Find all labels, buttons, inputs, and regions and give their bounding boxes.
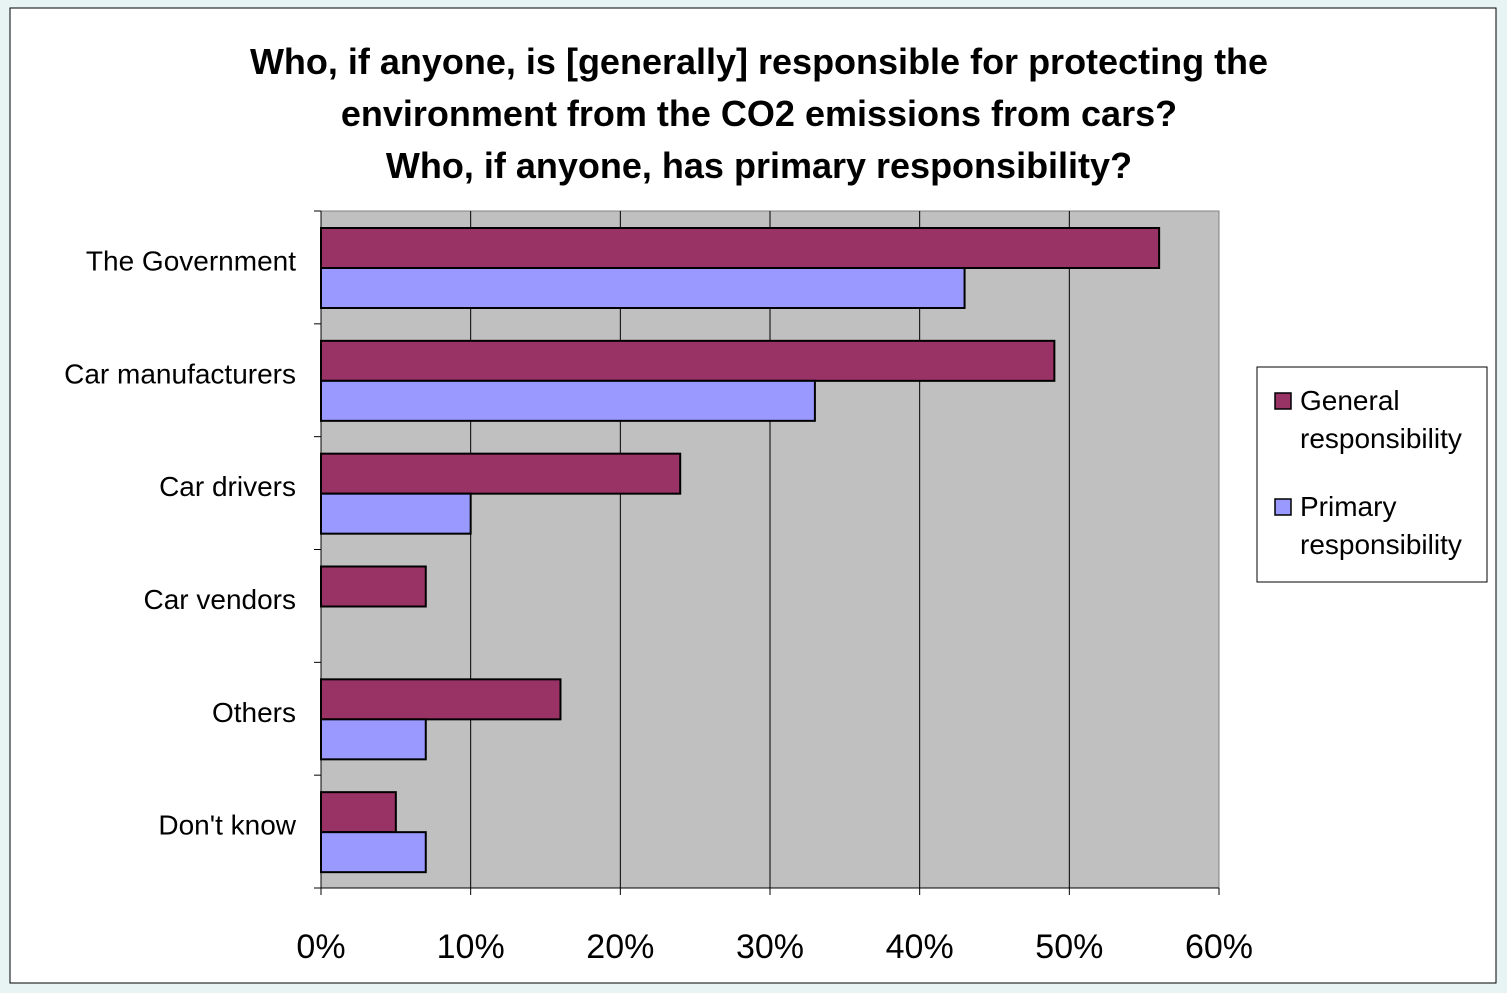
bar-general-responsibility (320, 565, 427, 608)
bar-primary-responsibility (320, 379, 816, 422)
gridlines (470, 211, 1070, 888)
bar-primary-responsibility (320, 831, 427, 874)
bar-general-responsibility (320, 452, 682, 495)
legend-label: General (1300, 385, 1400, 416)
legend-box (1256, 366, 1488, 583)
legend-label: Primary (1300, 491, 1396, 522)
category-label: Car vendors (143, 584, 296, 615)
x-tick-label: 0% (296, 928, 345, 966)
chart-title-line: Who, if anyone, is [generally] responsib… (250, 41, 1268, 82)
legend-label: responsibility (1300, 529, 1462, 560)
legend-swatch (1274, 392, 1292, 410)
axes (314, 210, 1220, 895)
category-labels: The Government Car manufacturers Car drive… (64, 245, 297, 840)
chart-title-line: environment from the CO2 emissions from … (341, 93, 1177, 134)
x-tick-labels: 0% 10% 20% 30% 40% 50% 60% (296, 928, 1253, 966)
bars (320, 227, 1161, 874)
bar-general-responsibility (320, 678, 562, 721)
legend: General responsibility Primary responsibili… (1256, 366, 1488, 583)
category-label: Car manufacturers (64, 358, 296, 389)
bar-primary-responsibility (320, 267, 966, 309)
category-label: Others (212, 697, 296, 728)
chart-title-line: Who, if anyone, has primary responsibili… (386, 145, 1132, 186)
category-label: Don't know (158, 810, 296, 841)
category-label: Car drivers (159, 471, 296, 502)
bar-general-responsibility (320, 791, 397, 834)
x-tick-label: 60% (1185, 928, 1253, 966)
bar-general-responsibility (320, 339, 1056, 382)
chart-title: Who, if anyone, is [generally] responsib… (250, 41, 1268, 186)
bar-primary-responsibility (320, 492, 472, 535)
x-tick-label: 30% (736, 928, 804, 966)
x-tick-label: 50% (1035, 928, 1103, 966)
category-label: The Government (86, 245, 296, 276)
legend-swatch (1274, 498, 1292, 516)
bar-primary-responsibility (320, 718, 427, 761)
x-tick-label: 20% (586, 928, 654, 966)
x-tick-label: 40% (886, 928, 954, 966)
bar-general-responsibility (320, 227, 1161, 269)
x-tick-label: 10% (437, 928, 505, 966)
legend-label: responsibility (1300, 423, 1462, 454)
